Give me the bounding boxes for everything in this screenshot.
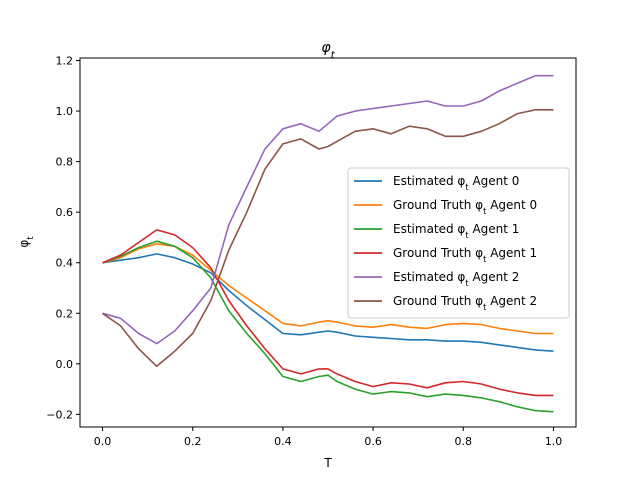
y-tick-label: 0.4 <box>56 257 74 270</box>
series-line-3 <box>102 229 554 397</box>
y-axis-label: φt <box>17 236 35 248</box>
y-tick-label: 0.0 <box>56 358 74 371</box>
plot-frame <box>79 57 577 428</box>
series-line-0 <box>102 253 554 352</box>
x-tick-label: 1.0 <box>545 435 563 448</box>
legend-label-3: Ground Truth φt Agent 1 <box>393 246 537 264</box>
legend-label-0: Estimated φt Agent 0 <box>393 174 519 192</box>
y-tick-label: 1.0 <box>56 105 74 118</box>
y-tick-label: 0.2 <box>56 307 74 320</box>
y-tick-label: 0.6 <box>56 206 74 219</box>
x-tick-label: 0.0 <box>94 435 112 448</box>
x-axis: 0.0 0.2 0.4 0.6 0.8 1.0 <box>94 427 562 448</box>
series-line-4 <box>102 74 554 345</box>
y-axis: −0.2 0.0 0.2 0.4 0.6 0.8 1.0 1.2 <box>46 55 80 421</box>
y-tick-label: 1.2 <box>56 55 74 68</box>
legend-label-4: Estimated φt Agent 2 <box>393 270 519 288</box>
series-line-2 <box>102 240 554 413</box>
legend-label-5: Ground Truth φt Agent 2 <box>393 294 537 312</box>
legend-box <box>347 167 570 319</box>
legend: Estimated φt Agent 0 Ground Truth φt Agen… <box>347 167 570 319</box>
y-tick-label: −0.2 <box>46 408 73 421</box>
series-layer <box>102 74 554 413</box>
x-axis-label: T <box>323 456 332 470</box>
legend-label-2: Estimated φt Agent 1 <box>393 222 519 240</box>
x-tick-label: 0.8 <box>455 435 473 448</box>
x-tick-label: 0.2 <box>184 435 202 448</box>
x-tick-label: 0.6 <box>364 435 382 448</box>
series-line-5 <box>102 109 554 368</box>
x-tick-label: 0.4 <box>274 435 292 448</box>
legend-label-1: Ground Truth φt Agent 0 <box>393 198 537 216</box>
y-tick-label: 0.8 <box>56 156 74 169</box>
